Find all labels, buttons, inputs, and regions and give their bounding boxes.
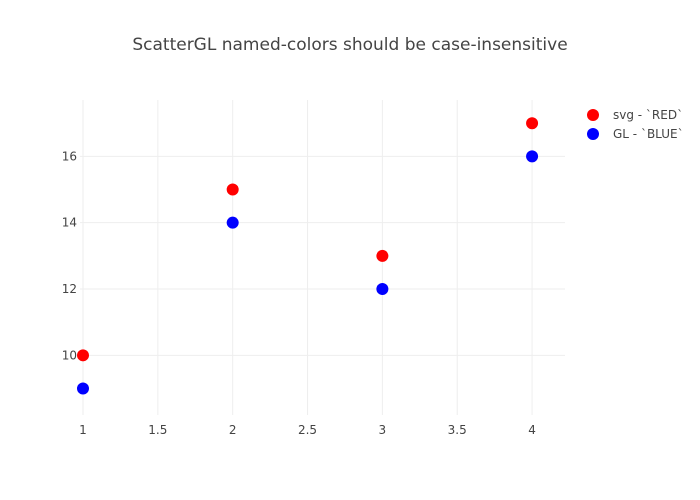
legend-item[interactable]: svg - `RED` [587,108,683,122]
x-tick-label: 3.5 [448,423,467,437]
y-tick-label: 12 [62,282,77,296]
data-point[interactable] [376,249,389,262]
legend-marker [587,128,599,140]
data-point[interactable] [376,283,389,295]
legend-marker [587,109,599,121]
legend-item[interactable]: GL - `BLUE` [587,127,684,141]
x-tick-label: 2.5 [298,423,317,437]
legend-label: GL - `BLUE` [613,127,684,141]
data-point[interactable] [526,117,539,130]
y-tick-label: 14 [62,216,77,230]
data-point[interactable] [76,382,89,395]
data-point[interactable] [226,183,239,196]
x-tick-label: 1 [79,423,87,437]
grid-lines [80,100,565,415]
data-point[interactable] [76,349,89,362]
x-tick-label: 1.5 [148,423,167,437]
x-tick-label: 4 [528,423,536,437]
legend-label: svg - `RED` [613,108,683,122]
x-tick-label: 3 [379,423,387,437]
plot-area [76,117,539,395]
legend: svg - `RED` GL - `BLUE` [587,108,684,141]
data-point[interactable] [526,150,539,163]
data-point[interactable] [226,216,239,229]
axis-ticks: 1 1.5 2 2.5 3 3.5 4 10 12 14 16 [62,149,536,437]
chart-title: ScatterGL named-colors should be case-in… [132,35,567,55]
y-tick-label: 16 [62,149,77,163]
series-red [76,117,539,362]
y-tick-label: 10 [62,348,77,362]
series-blue [76,150,539,395]
x-tick-label: 2 [229,423,237,437]
